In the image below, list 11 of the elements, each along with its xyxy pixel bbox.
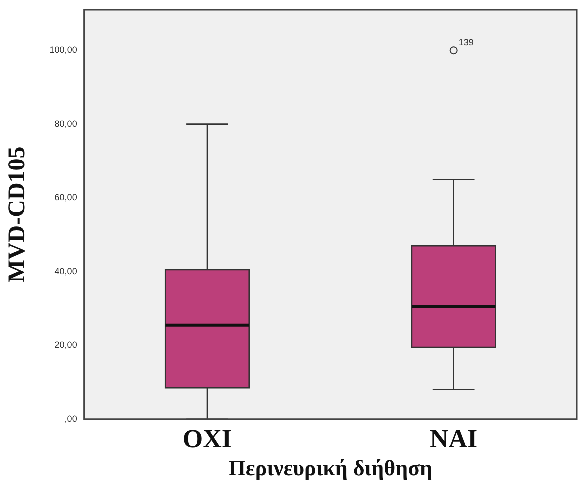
x-axis-title: Περινευρική διήθηση (228, 455, 433, 480)
y-tick-label: 40,00 (54, 266, 78, 276)
x-tick-label: OXI (182, 424, 232, 454)
annotation: 139 (458, 38, 474, 48)
y-tick-label: ,00 (64, 414, 78, 424)
y-tick-label: 80,00 (54, 118, 78, 129)
x-tick-label: NAI (430, 424, 478, 454)
y-axis-title: MVD-CD105 (4, 146, 31, 283)
y-tick-label: 100,00 (50, 45, 78, 56)
y-tick-label: 20,00 (54, 340, 78, 350)
y-tick-label: 60,00 (54, 192, 78, 203)
